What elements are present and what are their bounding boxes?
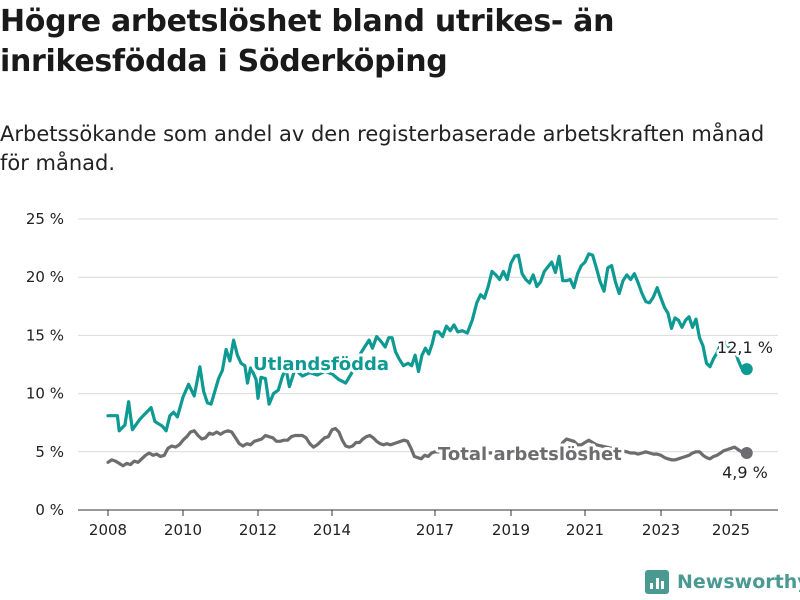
chart-title: Högre arbetslöshet bland utrikes- än inr…	[0, 4, 615, 79]
y-tick-label: 25 %	[26, 210, 64, 228]
y-tick-label: 0 %	[35, 501, 64, 519]
newsworthy-logo: Newsworthy	[645, 566, 800, 598]
series-end-point	[740, 446, 753, 459]
x-tick-label: 2008	[89, 521, 127, 539]
x-tick-label: 2014	[313, 521, 351, 539]
end-label-total: 4,9 %	[722, 463, 768, 482]
y-tick-label: 10 %	[26, 385, 64, 403]
chart-subtitle: Arbetssökande som andel av den registerb…	[0, 122, 765, 175]
x-tick-label: 2019	[492, 521, 530, 539]
bar-chart-icon	[645, 570, 669, 594]
end-label-utlandsfodda: 12,1 %	[717, 338, 773, 357]
series-label-total: Total arbetslöshet	[438, 444, 622, 465]
x-tick-label: 2021	[566, 521, 604, 539]
series-label-utlandsfodda: Utlandsfödda	[253, 354, 389, 375]
y-tick-label: 5 %	[35, 443, 64, 461]
series-line-total	[106, 426, 749, 468]
brand-name: Newsworthy	[677, 571, 800, 593]
x-tick-label: 2025	[712, 521, 750, 539]
y-tick-label: 15 %	[26, 326, 64, 344]
series-line-utlandsfodda	[106, 252, 749, 433]
line-chart: Utlandsfödda Total arbetslöshet 12,1 % 4,9 …	[26, 210, 778, 539]
x-tick-label: 2010	[164, 521, 202, 539]
x-tick-label: 2017	[416, 521, 454, 539]
y-tick-label: 20 %	[26, 268, 64, 286]
x-tick-label: 2012	[239, 521, 277, 539]
x-tick-label: 2023	[642, 521, 680, 539]
series-end-point	[740, 363, 753, 376]
